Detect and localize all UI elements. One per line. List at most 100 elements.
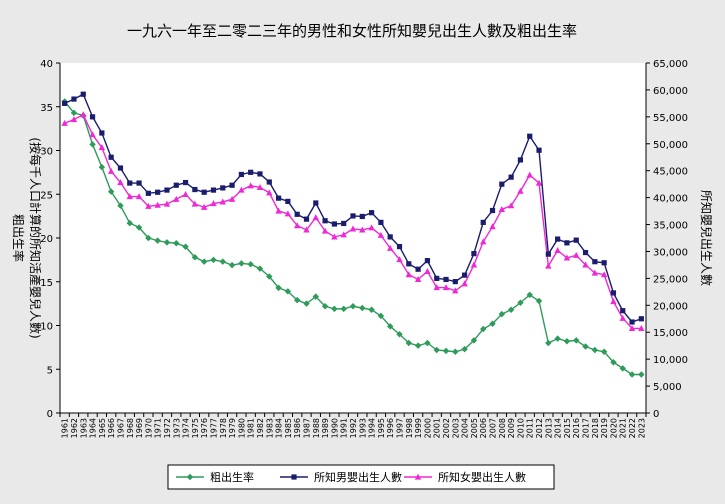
data-point: [62, 100, 68, 106]
x-tick-label: 1973: [172, 418, 181, 438]
x-tick-label: 2015: [563, 418, 572, 438]
x-tick-label: 2000: [423, 418, 432, 438]
series-triangle: [61, 111, 645, 332]
x-tick-label: 1971: [154, 418, 163, 438]
x-tick-label: 2006: [479, 418, 488, 438]
data-point: [228, 261, 236, 269]
x-tick-label: 2005: [470, 418, 479, 438]
data-point: [377, 312, 385, 320]
data-point: [554, 335, 561, 342]
data-point: [107, 167, 115, 174]
data-point: [424, 267, 431, 274]
x-tick-label: 1977: [209, 418, 218, 438]
x-tick-label: 1988: [312, 418, 321, 438]
data-point: [163, 239, 171, 246]
data-point: [350, 213, 356, 219]
data-point: [266, 179, 272, 185]
data-point: [135, 224, 143, 231]
x-tick-label: 1991: [340, 418, 349, 438]
data-point: [322, 218, 328, 224]
data-point: [406, 261, 412, 267]
right-tick-label: 60,000: [653, 86, 688, 97]
data-point: [629, 319, 635, 325]
legend-item: 所知女嬰出生人數: [404, 470, 526, 484]
data-point: [248, 169, 254, 175]
data-point: [61, 119, 68, 126]
right-tick-label: 40,000: [653, 194, 688, 205]
x-tick-label: 1976: [200, 418, 209, 438]
x-tick-label: 2022: [628, 418, 637, 438]
data-point: [545, 262, 552, 269]
data-point: [228, 195, 236, 202]
data-point: [619, 365, 626, 372]
left-tick-label: 35: [40, 103, 53, 114]
data-point: [582, 249, 589, 256]
x-tick-label: 1990: [330, 418, 339, 438]
data-point: [359, 304, 366, 312]
left-tick-label: 5: [47, 365, 53, 376]
right-tick-label: 25,000: [653, 274, 688, 285]
x-tick-label: 2001: [433, 418, 442, 438]
left-axis-ticks: 0 5 10 15 20 25 30 35 40: [40, 59, 60, 420]
data-point: [535, 179, 543, 186]
data-point: [107, 188, 115, 195]
data-point: [359, 213, 365, 220]
data-point: [70, 109, 78, 117]
legend-swatch-marker: [291, 474, 297, 480]
x-tick-label: 1974: [182, 418, 191, 438]
data-point: [498, 206, 506, 213]
data-point: [414, 276, 422, 283]
data-point: [414, 342, 422, 349]
data-point: [145, 202, 152, 209]
x-tick-label: 1972: [163, 418, 172, 438]
data-point: [573, 251, 580, 258]
data-point: [284, 210, 292, 217]
right-tick-label: 45,000: [653, 167, 688, 178]
series-square: [62, 91, 644, 325]
left-tick-label: 15: [40, 278, 53, 289]
data-point: [117, 202, 124, 209]
right-tick-label: 15,000: [653, 328, 688, 339]
data-point: [555, 236, 561, 242]
x-tick-label: 1984: [275, 418, 284, 438]
data-point: [200, 203, 208, 210]
data-point: [433, 346, 440, 354]
data-point: [256, 265, 264, 272]
data-point: [378, 219, 384, 225]
data-point: [238, 186, 245, 193]
data-point: [471, 251, 477, 257]
data-point: [526, 291, 533, 299]
x-tick-label: 2012: [535, 418, 544, 438]
x-tick-label: 1995: [377, 418, 386, 438]
data-point: [126, 219, 133, 227]
data-point: [219, 198, 226, 205]
data-point: [98, 163, 106, 171]
data-point: [229, 182, 235, 188]
left-tick-label: 30: [40, 147, 53, 158]
data-point: [173, 240, 180, 247]
x-tick-label: 2009: [507, 418, 516, 438]
data-point: [275, 207, 282, 214]
data-point: [80, 111, 87, 118]
right-axis-ticks: 0 5,000 10,000 15,000 20,000 25,000 30,000 35,0…: [646, 59, 688, 420]
left-tick-label: 20: [40, 234, 53, 245]
left-axis-label-line: 粗出生率: [11, 214, 26, 262]
data-point: [210, 200, 217, 207]
data-point: [499, 181, 505, 187]
data-point: [592, 259, 598, 265]
data-point: [638, 325, 645, 332]
right-tick-label: 35,000: [653, 221, 688, 232]
left-axis-label: 粗出生率 (按每千人口計算的所知活產嬰兒人數): [11, 137, 43, 338]
data-point: [452, 279, 458, 285]
left-tick-label: 0: [47, 409, 53, 420]
data-point: [275, 284, 282, 292]
left-axis-label-line: (按每千人口計算的所知活產嬰兒人數): [28, 137, 43, 338]
data-point: [135, 193, 143, 200]
data-point: [573, 337, 580, 344]
data-point: [480, 325, 487, 333]
data-point: [312, 293, 319, 300]
legend-label: 所知女嬰出生人數: [438, 470, 526, 484]
data-point: [313, 200, 319, 206]
